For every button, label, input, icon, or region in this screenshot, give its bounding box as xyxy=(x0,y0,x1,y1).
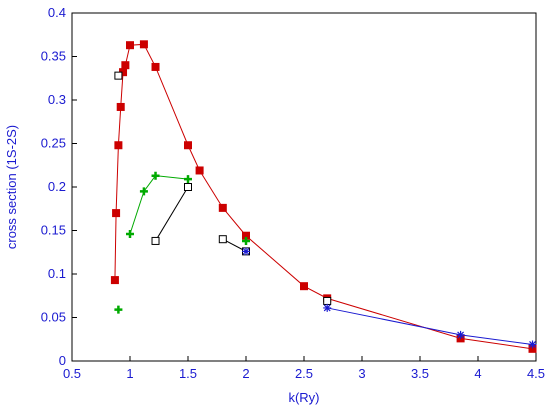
x-tick-label: 2 xyxy=(242,366,249,381)
data-point xyxy=(184,141,192,150)
y-tick-label: 0.4 xyxy=(48,5,66,20)
series-line xyxy=(155,186,189,242)
data-point xyxy=(218,235,227,244)
x-axis: 0.5 1 1.5 2 2.5 3 3.5 4 4.5 xyxy=(63,356,545,381)
data-point xyxy=(184,175,192,184)
data-point xyxy=(112,209,121,218)
y-tick-label: 0.05 xyxy=(41,310,66,325)
x-tick-label: 4.5 xyxy=(527,366,545,381)
series-1 xyxy=(114,305,123,314)
data-point xyxy=(300,282,308,291)
y-tick-label: 0.3 xyxy=(48,92,66,107)
data-point xyxy=(242,231,250,240)
data-point xyxy=(126,41,134,50)
y-axis: 0 0.05 0.1 0.15 0.2 0.25 0.3 0.35 0.4 xyxy=(41,5,77,368)
data-point xyxy=(242,236,250,245)
y-tick-label: 0.35 xyxy=(41,49,66,64)
x-tick-label: 1.5 xyxy=(179,366,197,381)
data-point xyxy=(528,344,537,353)
data-point xyxy=(184,183,192,191)
x-tick-label: 2.5 xyxy=(295,366,313,381)
data-point xyxy=(116,102,125,111)
data-point xyxy=(195,166,204,175)
series-9 xyxy=(323,303,537,349)
x-tick-label: 3.5 xyxy=(411,366,429,381)
data-point xyxy=(242,247,250,256)
data-point xyxy=(323,303,332,312)
series-4 xyxy=(114,71,123,80)
data-point xyxy=(151,171,160,180)
series-0 xyxy=(110,40,537,353)
series-8 xyxy=(242,247,250,256)
series-line xyxy=(327,307,533,345)
data-point xyxy=(121,61,130,70)
data-point xyxy=(114,71,123,80)
data-point xyxy=(139,187,148,196)
plot-frame xyxy=(71,12,537,362)
y-tick-label: 0.2 xyxy=(48,179,66,194)
data-point xyxy=(126,229,134,238)
series-layer xyxy=(110,40,537,353)
series-2 xyxy=(126,171,192,238)
series-3 xyxy=(242,236,250,245)
x-tick-label: 4 xyxy=(474,366,481,381)
data-point xyxy=(456,330,465,339)
data-point xyxy=(114,141,123,150)
data-point xyxy=(119,68,128,77)
data-point xyxy=(139,40,148,49)
series-5 xyxy=(151,183,192,245)
x-axis-label: k(Ry) xyxy=(288,390,319,405)
series-line xyxy=(129,175,189,235)
y-tick-label: 0.25 xyxy=(41,136,66,151)
y-tick-label: 0 xyxy=(59,353,66,368)
data-point xyxy=(151,62,160,71)
series-7 xyxy=(323,296,332,305)
data-point xyxy=(323,296,332,305)
y-tick-label: 0.1 xyxy=(48,266,66,281)
y-tick-label: 0.15 xyxy=(41,223,66,238)
data-point xyxy=(110,276,119,285)
data-point xyxy=(528,340,537,349)
x-tick-label: 0.5 xyxy=(63,366,81,381)
x-tick-label: 3 xyxy=(358,366,365,381)
x-tick-label: 1 xyxy=(126,366,133,381)
data-point xyxy=(218,203,227,212)
y-axis-label: cross section (1S-2S) xyxy=(4,125,19,249)
data-point xyxy=(114,305,123,314)
data-point xyxy=(151,236,160,245)
